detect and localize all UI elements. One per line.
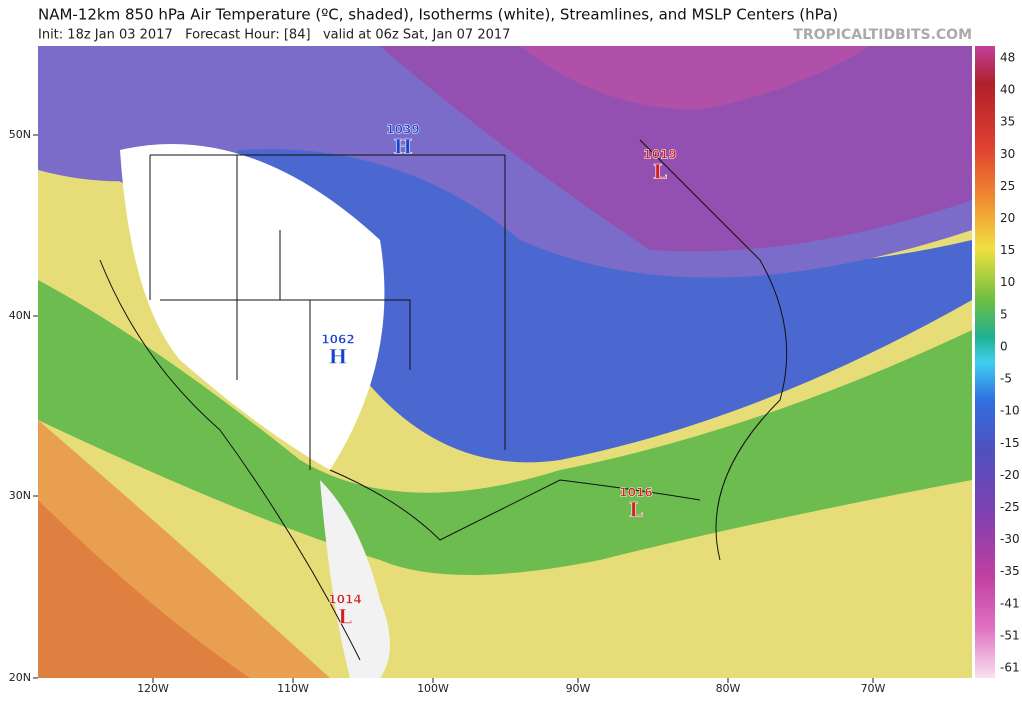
pressure-center: L	[653, 160, 667, 184]
pressure-center: L	[629, 498, 643, 522]
colorbar-label: -25	[1000, 500, 1020, 514]
lon-label: 90W	[566, 682, 591, 695]
colorbar-label: 25	[1000, 179, 1015, 193]
colorbar-label: 48	[1000, 51, 1015, 65]
lon-label: 110W	[277, 682, 309, 695]
lon-label: 120W	[137, 682, 169, 695]
lat-label: 40N	[9, 309, 31, 322]
colorbar-label: 30	[1000, 147, 1015, 161]
colorbar-label: -15	[1000, 436, 1020, 450]
colorbar-label: -41	[1000, 596, 1020, 610]
pressure-value: 1014	[328, 593, 361, 607]
colorbar-label: -61	[1000, 661, 1020, 675]
colorbar-label: -35	[1000, 564, 1020, 578]
map	[38, 46, 972, 678]
pressure-value: 1039	[386, 123, 419, 137]
colorbar-label: 10	[1000, 275, 1015, 289]
lon-label: 100W	[417, 682, 449, 695]
colorbar-label: -10	[1000, 404, 1020, 418]
subtitle: Init: 18z Jan 03 2017 Forecast Hour: [84…	[38, 28, 510, 43]
lat-label: 20N	[9, 671, 31, 684]
pressure-value: 1062	[321, 333, 354, 347]
colorbar-label: 35	[1000, 115, 1015, 129]
colorbar	[975, 46, 995, 678]
colorbar-label: 15	[1000, 243, 1015, 257]
pressure-value: 1016	[619, 486, 652, 500]
colorbar-label: -51	[1000, 628, 1020, 642]
pressure-center: H	[394, 135, 413, 159]
lat-label: 50N	[9, 128, 31, 141]
lon-label: 70W	[861, 682, 886, 695]
colorbar-label: -5	[1000, 372, 1012, 386]
colorbar-label: 0	[1000, 339, 1008, 353]
colorbar-label: 5	[1000, 307, 1008, 321]
pressure-center: L	[338, 605, 352, 629]
lon-label: 80W	[716, 682, 741, 695]
colorbar-label: 20	[1000, 211, 1015, 225]
colorbar-label: 40	[1000, 83, 1015, 97]
colorbar-label: -30	[1000, 532, 1020, 546]
title: NAM-12km 850 hPa Air Temperature (ºC, sh…	[38, 6, 838, 24]
colorbar-label: -20	[1000, 468, 1020, 482]
pressure-value: 1019	[643, 148, 676, 162]
credit: TROPICALTIDBITS.COM	[793, 27, 972, 43]
lat-label: 30N	[9, 489, 31, 502]
pressure-center: H	[329, 345, 348, 369]
